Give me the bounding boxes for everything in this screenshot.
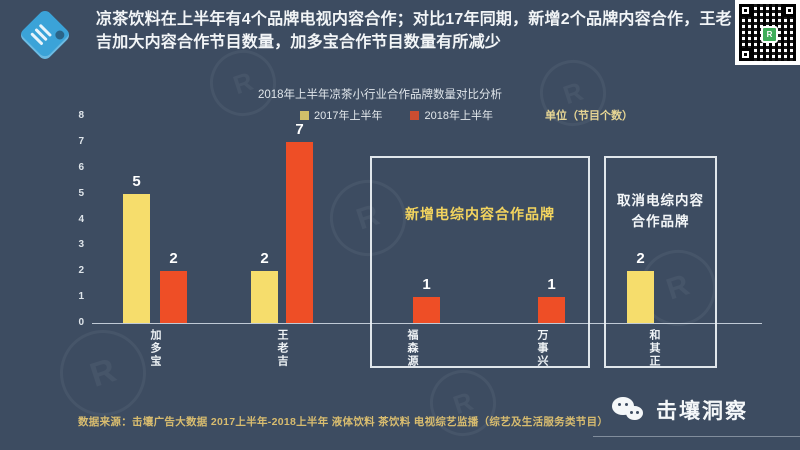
legend-label-2018: 2018年上半年 (424, 110, 493, 122)
qr-code: R (735, 0, 800, 65)
bar-value-福森源-2018年上半年: 1 (422, 276, 431, 294)
bar-加多宝-2017年上半年 (123, 193, 150, 323)
footer-divider (593, 436, 800, 437)
bar-加多宝-2018年上半年 (160, 271, 187, 323)
annotation-box-new-brands: 新增电综内容合作品牌 (370, 156, 590, 368)
x-axis-label-福森源: 福森源 (406, 329, 418, 368)
y-axis-tick-1: 1 (78, 291, 84, 303)
x-axis-label-万事兴: 万事兴 (536, 329, 548, 368)
x-axis-label-加多宝: 加多宝 (149, 329, 161, 368)
bar-value-王老吉-2018年上半年: 7 (295, 120, 304, 138)
chart-title: 2018年上半年凉茶小行业合作品牌数量对比分析 (257, 89, 503, 101)
x-axis-line (92, 323, 762, 324)
data-source-note: 数据来源：击壤广告大数据 2017上半年-2018上半年 液体饮料 茶饮料 电视… (78, 416, 609, 428)
x-axis-label-王老吉: 王老吉 (276, 329, 288, 368)
legend-item-2017: 2017年上半年 (300, 107, 382, 123)
bar-福森源-2018年上半年 (413, 297, 440, 323)
bar-value-加多宝-2017年上半年: 5 (132, 172, 141, 190)
brand-name: 击壤洞察 (656, 400, 748, 423)
bar-万事兴-2018年上半年 (538, 297, 565, 323)
y-axis-tick-0: 0 (78, 317, 84, 328)
y-axis-tick-7: 7 (78, 135, 84, 147)
bar-和其正-2017年上半年 (627, 271, 654, 323)
bar-value-万事兴-2018年上半年: 1 (547, 276, 556, 294)
annotation-title-new: 新增电综内容合作品牌 (405, 206, 555, 222)
y-axis-tick-3: 3 (78, 239, 84, 251)
annotation-title-cancel: 取消电综内容合作品牌 (617, 193, 704, 229)
wechat-icon (612, 397, 652, 427)
y-axis-tick-2: 2 (78, 265, 84, 277)
legend-swatch-2017-icon (300, 110, 309, 120)
page-title: 凉茶饮料在上半年有4个品牌电视内容合作；对比17年同期，新增2个品牌内容合作，王… (96, 11, 732, 51)
legend: 2017年上半年 2018年上半年 (300, 107, 493, 123)
y-axis-tick-5: 5 (78, 187, 84, 199)
unit-label: 单位（节目个数） (545, 110, 633, 122)
bar-value-加多宝-2018年上半年: 2 (169, 250, 178, 268)
y-axis-tick-6: 6 (78, 161, 84, 173)
legend-swatch-2018-icon (410, 110, 420, 120)
bar-王老吉-2018年上半年 (286, 141, 313, 323)
annotation-box-cancelled-brands: 取消电综内容合作品牌 (604, 156, 717, 368)
bar-value-和其正-2017年上半年: 2 (636, 250, 645, 268)
x-axis-label-和其正: 和其正 (648, 329, 660, 368)
y-axis-tick-4: 4 (78, 213, 84, 225)
bar-value-王老吉-2017年上半年: 2 (260, 250, 269, 268)
y-axis-tick-8: 8 (78, 110, 84, 121)
legend-item-2018: 2018年上半年 (410, 107, 493, 123)
qr-center-logo-icon: R (761, 26, 778, 43)
bar-王老吉-2017年上半年 (251, 271, 278, 323)
legend-label-2017: 2017年上半年 (314, 110, 383, 122)
